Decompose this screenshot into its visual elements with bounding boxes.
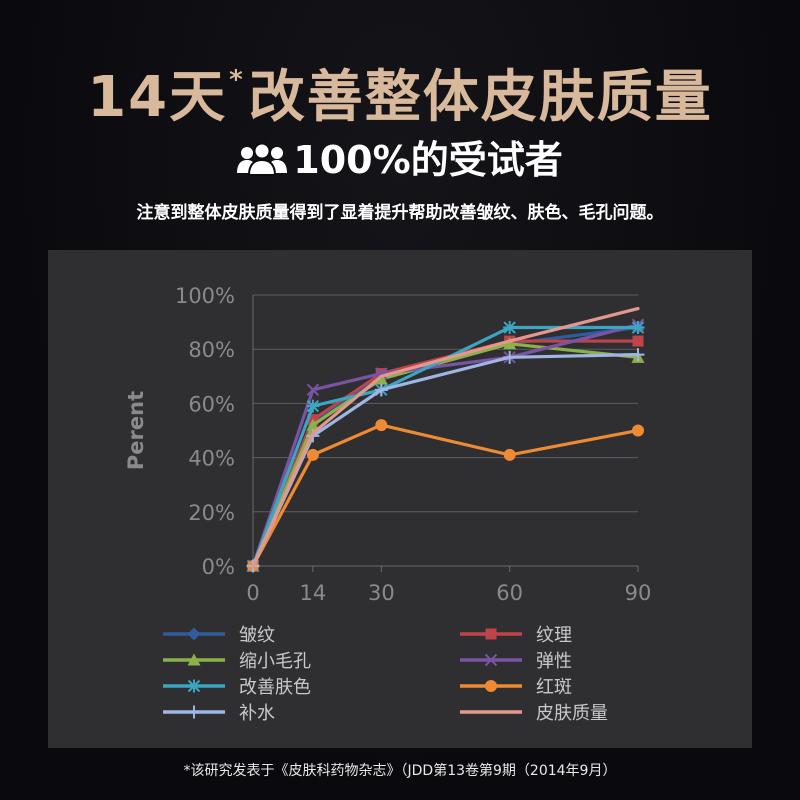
line-chart: 0% 20% 40% 60% 80% 100% 0 14 30 60 90 Perent 皱纹 纹理缩小毛… (124, 284, 652, 724)
data-point (306, 418, 320, 431)
description: 注意到整体皮肤质量得到了显着提升帮助改善皱纹、肤色、毛孔问题。 (136, 203, 664, 223)
x-tick-label: 0 (246, 581, 259, 605)
y-tick-label: 60% (188, 392, 235, 416)
data-point (632, 335, 644, 347)
y-tick-label: 0% (202, 555, 235, 579)
subheadline: 100%的受试者 (0, 130, 800, 190)
legend-marker (485, 628, 497, 640)
legend-marker (187, 627, 201, 641)
headline-asterisk: * (229, 65, 245, 95)
x-tick-label: 30 (368, 581, 395, 605)
legend-label: 补水 (239, 703, 275, 724)
y-tick-label: 100% (175, 284, 235, 308)
data-point (306, 383, 320, 397)
legend-marker (484, 653, 498, 667)
footnote: *该研究发表于《皮肤科药物杂志》（JDD第13卷第9期（2014年9月） (183, 763, 617, 779)
series-line-6 (251, 423, 640, 568)
series-line-5 (251, 325, 640, 568)
data-point (503, 448, 516, 461)
legend-label: 红斑 (536, 677, 572, 698)
data-point (374, 372, 388, 385)
data-point (632, 424, 644, 437)
y-tick-label: 40% (188, 447, 235, 471)
series-line-8 (251, 306, 640, 568)
legend-label: 纹理 (536, 625, 572, 646)
legend-label: 皱纹 (239, 625, 275, 646)
y-tick-label: 20% (188, 501, 235, 525)
data-point (503, 350, 517, 364)
headline-suffix: 改善整体皮肤质量 (248, 65, 713, 130)
legend-marker (485, 680, 497, 692)
headline-prefix: 14天 (87, 65, 228, 130)
data-point (374, 383, 388, 397)
data-point (503, 321, 517, 335)
legend-label: 改善肤色 (239, 677, 311, 698)
chart-panel: 0% 20% 40% 60% 80% 100% 0 14 30 60 90 Perent 皱纹 纹理缩小毛… (48, 250, 752, 748)
data-point (503, 337, 517, 350)
legend-label: 皮肤质量 (536, 703, 608, 724)
legend-marker (187, 679, 201, 693)
y-axis-label: Perent (124, 391, 148, 470)
headline: 14天*改善整体皮肤质量 (0, 40, 800, 138)
legend-marker (187, 653, 201, 666)
data-point (631, 348, 645, 362)
legend-marker (187, 705, 201, 719)
data-point (631, 321, 645, 335)
data-point (375, 367, 388, 380)
data-point (306, 399, 320, 413)
legend-label: 缩小毛孔 (239, 651, 311, 672)
legend-label: 弹性 (536, 651, 572, 672)
series-line-1 (251, 325, 640, 568)
people-group-icon (237, 142, 288, 176)
data-point (375, 419, 388, 432)
y-tick-label: 80% (188, 338, 235, 362)
subheadline-text: 100%的受试者 (293, 138, 563, 182)
data-point (306, 448, 319, 461)
x-tick-label: 14 (300, 581, 327, 605)
x-tick-label: 90 (625, 581, 652, 605)
x-tick-label: 60 (496, 581, 523, 605)
